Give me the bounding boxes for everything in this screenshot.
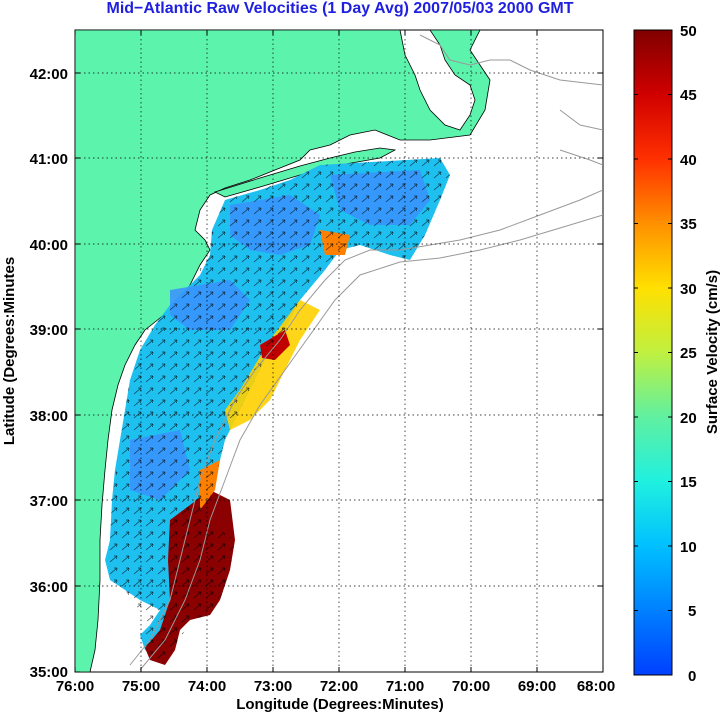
x-tick-label: 74:00 — [188, 678, 226, 695]
y-tick-label: 40:00 — [30, 237, 68, 254]
grid-lines — [75, 30, 603, 672]
colorbar-tick-label: 30 — [680, 281, 697, 298]
colorbar-tick-label: 5 — [688, 603, 696, 620]
colorbar-tick-label: 45 — [680, 87, 697, 104]
colorbar-tick-labels: 50 45 40 35 30 25 20 15 10 5 0 — [680, 23, 697, 685]
x-tick-label: 75:00 — [122, 678, 160, 695]
colorbar-tick-label: 10 — [680, 539, 697, 556]
y-tick-label: 37:00 — [30, 493, 68, 510]
y-tick-label: 39:00 — [30, 322, 68, 339]
x-axis-label: Longitude (Degrees:Minutes) — [236, 696, 444, 713]
velocity-high-shelf-edge — [225, 300, 320, 430]
colorbar-tick-marks — [634, 29, 672, 676]
y-axis-label: Latitude (Degrees:Minutes — [1, 257, 18, 445]
colorbar-tick-label: 50 — [680, 23, 697, 40]
x-tick-label: 76:00 — [56, 678, 94, 695]
colorbar-tick-label: 20 — [680, 410, 697, 427]
y-tick-label: 42:00 — [30, 66, 68, 83]
colorbar-tick-label: 15 — [680, 474, 697, 491]
colorbar-tick-label: 40 — [680, 152, 697, 169]
x-tick-label: 73:00 — [254, 678, 292, 695]
velocity-arrows — [105, 158, 450, 660]
bathymetry-contours — [129, 34, 603, 671]
x-tick-label: 71:00 — [386, 678, 424, 695]
x-tick-label: 72:00 — [320, 678, 358, 695]
colorbar-tick-label: 0 — [688, 668, 696, 685]
axis-tick-marks — [74, 30, 604, 673]
colorbar — [633, 29, 673, 676]
y-tick-label: 35:00 — [30, 664, 68, 681]
x-tick-label: 68:00 — [577, 678, 615, 695]
y-tick-label: 38:00 — [30, 408, 68, 425]
colorbar-label: Surface Velocity (cm/s) — [704, 270, 721, 434]
colorbar-tick-label: 35 — [680, 216, 697, 233]
land-mass — [75, 30, 491, 672]
y-tick-label: 41:00 — [30, 151, 68, 168]
map-title: Mid−Atlantic Raw Velocities (1 Day Avg) … — [106, 0, 574, 17]
y-tick-label: 36:00 — [30, 579, 68, 596]
x-tick-label: 69:00 — [518, 678, 556, 695]
x-tick-labels: 76:00 75:00 74:00 73:00 72:00 71:00 70:0… — [56, 678, 615, 695]
x-tick-label: 70:00 — [452, 678, 490, 695]
y-tick-labels: 42:00 41:00 40:00 39:00 38:00 37:00 36:0… — [30, 66, 68, 681]
colorbar-tick-label: 25 — [680, 345, 697, 362]
velocity-orange-band — [200, 230, 350, 510]
